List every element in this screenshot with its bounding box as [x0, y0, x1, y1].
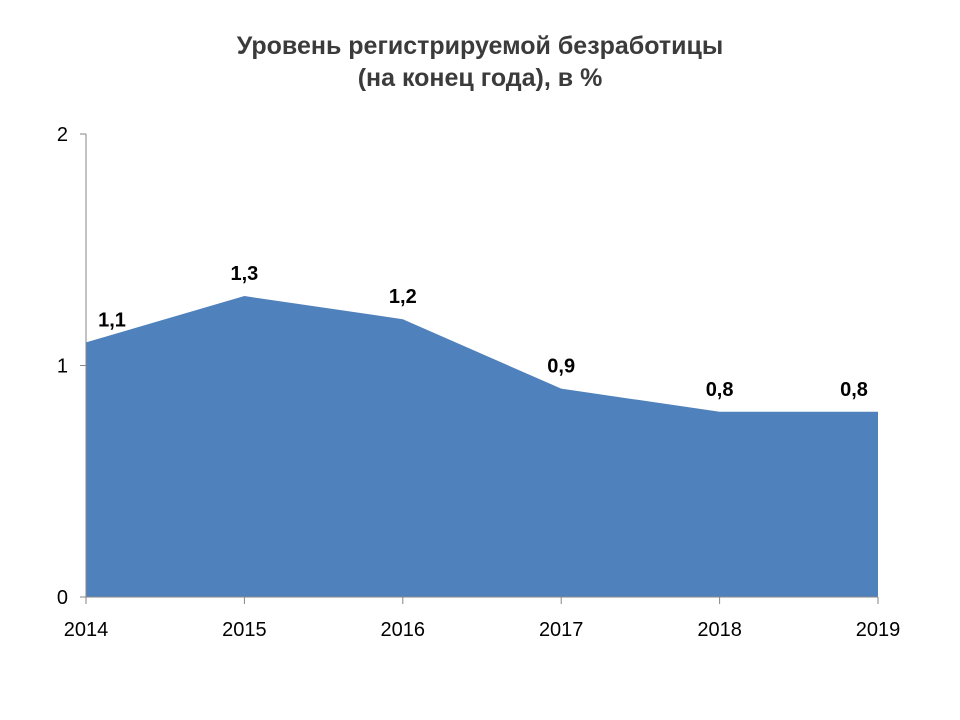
y-tick-label: 0 [57, 587, 68, 609]
x-tick-label: 2014 [64, 619, 109, 641]
x-tick-label: 2016 [381, 619, 426, 641]
data-label: 1,2 [389, 286, 417, 308]
area-series [86, 296, 878, 597]
y-tick-label: 2 [57, 124, 68, 146]
data-label: 0,8 [706, 379, 734, 401]
chart-subtitle: (на конец года), в % [357, 64, 603, 92]
y-tick-label: 1 [57, 356, 68, 378]
data-label: 0,8 [840, 379, 868, 401]
x-tick-label: 2015 [222, 619, 267, 641]
data-label: 1,3 [230, 263, 258, 285]
x-tick-label: 2018 [697, 619, 742, 641]
chart-title: Уровень регистрируемой безработицы (на к… [0, 30, 960, 94]
chart-title-line1: Уровень регистрируемой безработицы [236, 32, 724, 60]
x-tick-label: 2019 [856, 619, 901, 641]
data-label: 0,9 [547, 356, 575, 378]
data-label: 1,1 [98, 309, 126, 331]
x-tick-label: 2017 [539, 619, 584, 641]
